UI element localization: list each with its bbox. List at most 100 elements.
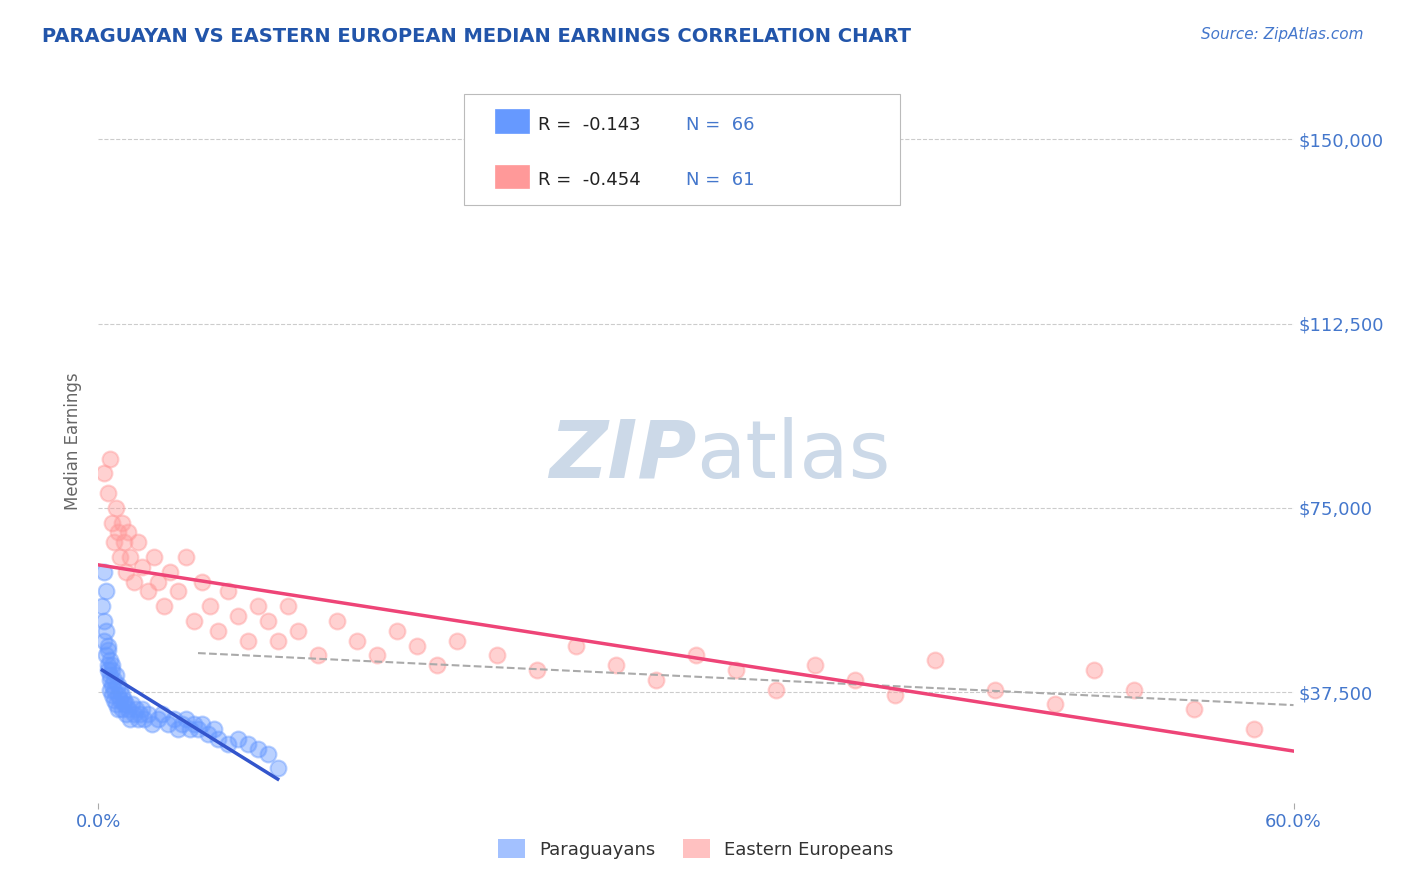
Point: [97, 486, 120, 500]
Point: [97, 643, 120, 657]
Point: [277, 599, 299, 614]
Text: R =  -0.454: R = -0.454: [538, 171, 641, 189]
Point: [183, 717, 205, 731]
Point: [256, 747, 278, 761]
Point: [129, 707, 152, 722]
Point: [246, 599, 269, 614]
Point: [91, 599, 114, 614]
Point: [105, 500, 128, 515]
Point: [148, 574, 170, 589]
Point: [605, 658, 627, 673]
Point: [96, 584, 118, 599]
Point: [121, 698, 143, 712]
Point: [134, 712, 156, 726]
Point: [198, 599, 221, 614]
Point: [103, 682, 125, 697]
Point: [101, 688, 124, 702]
Point: [98, 668, 122, 682]
Point: [107, 678, 129, 692]
Point: [112, 692, 135, 706]
Point: [724, 663, 747, 677]
Point: [346, 633, 368, 648]
Point: [97, 639, 120, 653]
Point: [167, 584, 190, 599]
Point: [98, 682, 122, 697]
Point: [98, 451, 122, 466]
Point: [107, 702, 129, 716]
Point: [426, 658, 449, 673]
Point: [96, 624, 118, 638]
Point: [98, 673, 122, 687]
Point: [110, 549, 132, 564]
Point: [326, 614, 349, 628]
Point: [804, 658, 827, 673]
Point: [93, 614, 115, 628]
Point: [385, 624, 409, 638]
Point: [167, 722, 190, 736]
Point: [98, 653, 122, 667]
Point: [179, 722, 201, 736]
Point: [217, 737, 239, 751]
Point: [191, 574, 214, 589]
Point: [141, 717, 163, 731]
Point: [115, 565, 138, 579]
Point: [406, 639, 429, 653]
Point: [163, 712, 186, 726]
Point: [103, 673, 125, 687]
Point: [256, 614, 278, 628]
Point: [884, 688, 907, 702]
Point: [202, 722, 225, 736]
Point: [153, 599, 176, 614]
Point: [1243, 722, 1265, 736]
Point: [127, 535, 149, 549]
Point: [93, 467, 115, 481]
Point: [1043, 698, 1066, 712]
Point: [267, 633, 290, 648]
Point: [143, 549, 166, 564]
Point: [159, 565, 181, 579]
Text: Source: ZipAtlas.com: Source: ZipAtlas.com: [1201, 27, 1364, 42]
Point: [97, 658, 120, 673]
Point: [97, 663, 120, 677]
Point: [526, 663, 548, 677]
Point: [187, 722, 209, 736]
Point: [924, 653, 946, 667]
Point: [107, 525, 129, 540]
Point: [105, 698, 128, 712]
Point: [111, 702, 134, 716]
Point: [207, 731, 229, 746]
Legend: Paraguayans, Eastern Europeans: Paraguayans, Eastern Europeans: [491, 832, 901, 866]
Point: [111, 516, 134, 530]
Point: [107, 688, 129, 702]
Point: [93, 633, 115, 648]
Point: [117, 702, 139, 716]
Point: [366, 648, 388, 663]
Point: [157, 717, 180, 731]
Point: [136, 584, 159, 599]
Point: [115, 707, 138, 722]
Text: R =  -0.143: R = -0.143: [538, 116, 641, 134]
Point: [131, 702, 153, 716]
Point: [111, 688, 134, 702]
Point: [103, 535, 125, 549]
Point: [93, 565, 115, 579]
Y-axis label: Median Earnings: Median Earnings: [65, 373, 83, 510]
Point: [112, 535, 135, 549]
Point: [115, 698, 138, 712]
Point: [174, 549, 197, 564]
Point: [267, 761, 290, 775]
Point: [236, 633, 259, 648]
Point: [236, 737, 259, 751]
Text: PARAGUAYAN VS EASTERN EUROPEAN MEDIAN EARNINGS CORRELATION CHART: PARAGUAYAN VS EASTERN EUROPEAN MEDIAN EA…: [42, 27, 911, 45]
Text: ZIP: ZIP: [548, 417, 696, 495]
Point: [105, 668, 128, 682]
Point: [565, 639, 588, 653]
Point: [685, 648, 707, 663]
Point: [246, 741, 269, 756]
Point: [101, 663, 124, 677]
Point: [984, 682, 1007, 697]
Point: [485, 648, 508, 663]
Point: [112, 698, 135, 712]
Text: atlas: atlas: [696, 417, 890, 495]
Point: [148, 712, 170, 726]
